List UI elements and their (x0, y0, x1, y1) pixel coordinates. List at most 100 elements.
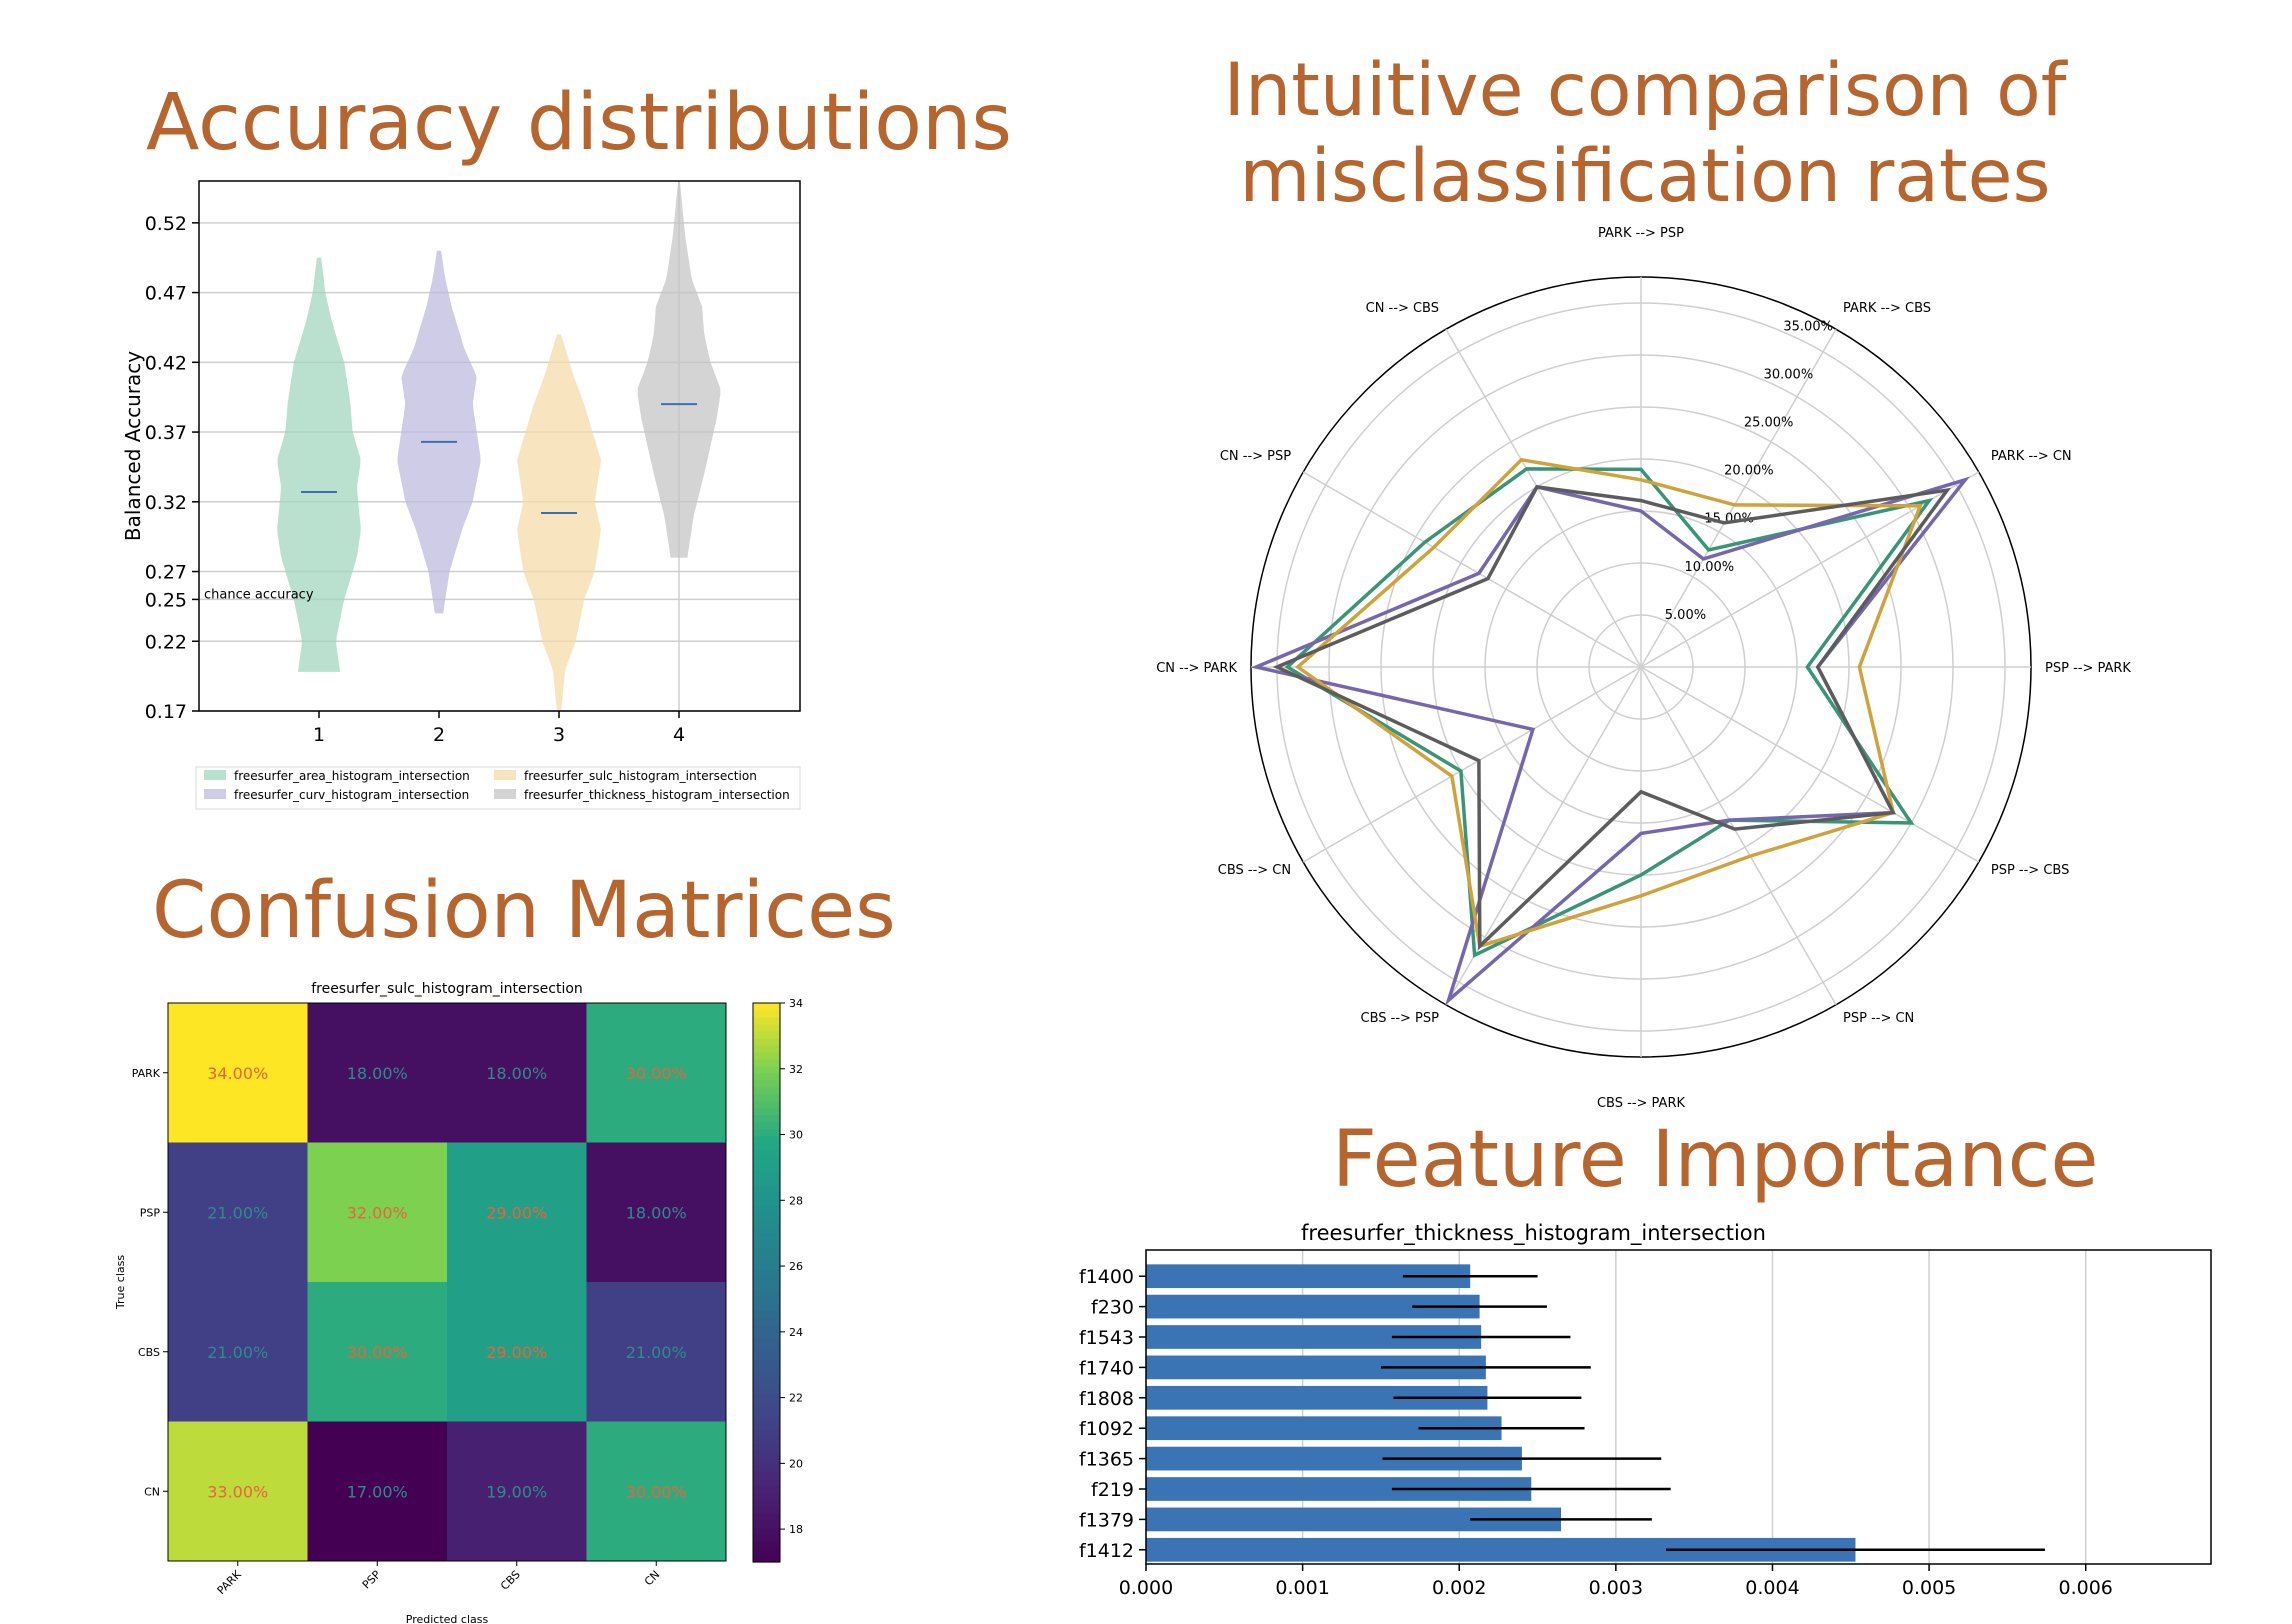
colorbar-segment (753, 1352, 780, 1360)
y-tick-label: f1543 (1079, 1327, 1134, 1349)
violin-body (397, 250, 481, 614)
colorbar-segment (753, 1044, 780, 1053)
axis-label: PSP --> CBS (1991, 863, 2070, 878)
spoke-line (1640, 666, 1980, 863)
colorbar-segment (753, 1394, 780, 1402)
matrix-cell (307, 1003, 448, 1143)
axis-label: CN --> PARK (1156, 661, 1237, 676)
colorbar-segment (753, 1205, 780, 1214)
colorbar-tick-label: 18 (789, 1523, 803, 1536)
colorbar-segment (753, 1471, 780, 1479)
colorbar-segment (753, 1191, 780, 1200)
colorbar-segment (753, 1541, 780, 1549)
cell-label: 30.00% (626, 1064, 687, 1083)
colorbar-segment (753, 1100, 780, 1109)
legend-label: freesurfer_curv_histogram_intersection (234, 788, 469, 802)
matrix-cell (447, 1282, 587, 1422)
colorbar-tick-label: 26 (789, 1260, 803, 1273)
colorbar-segment (753, 1135, 780, 1144)
colorbar-segment (753, 1003, 780, 1011)
colorbar-segment (753, 1492, 780, 1500)
cell-label: 30.00% (626, 1482, 687, 1501)
colorbar-segment (753, 1331, 780, 1339)
colorbar-segment (753, 1478, 780, 1486)
colorbar-segment (753, 1170, 780, 1179)
colorbar-segment (753, 1093, 780, 1102)
colorbar-segment (753, 1247, 780, 1256)
x-tick-label: 1 (313, 724, 325, 746)
y-tick-label: 0.42 (145, 352, 187, 374)
y-tick-label: 0.52 (145, 213, 187, 235)
bar (1146, 1294, 1480, 1319)
colorbar-segment (753, 1359, 780, 1367)
colorbar-segment (753, 1324, 780, 1333)
legend-label: freesurfer_sulc_histogram_intersection (524, 769, 757, 783)
axis-label: PARK --> CBS (1843, 301, 1931, 316)
y-tick-label: 0.47 (145, 283, 187, 305)
colorbar-segment (753, 1030, 780, 1039)
col-label: CBS (498, 1568, 523, 1593)
colorbar-segment (753, 1079, 780, 1088)
importance-heading: Feature Importance (1332, 1115, 2099, 1205)
x-axis-label: Predicted class (406, 1613, 489, 1624)
legend-swatch (494, 770, 516, 780)
x-tick-label: 0.001 (1275, 1577, 1329, 1599)
colorbar-segment (753, 1548, 780, 1556)
y-tick-label: 0.25 (145, 589, 187, 611)
bar (1146, 1355, 1486, 1380)
cell-label: 18.00% (486, 1064, 547, 1083)
radar-heading: Intuitive comparison of misclassificatio… (1223, 48, 2067, 219)
x-tick-label: 0.000 (1119, 1577, 1173, 1599)
colorbar-segment (753, 1422, 780, 1430)
colorbar-segment (753, 1009, 780, 1018)
colorbar-segment (753, 1219, 780, 1228)
y-tick-label: f1400 (1079, 1266, 1134, 1288)
colorbar-segment (753, 1345, 780, 1353)
bar (1146, 1416, 1502, 1441)
matrix-cell (168, 1421, 308, 1562)
x-tick-label: 0.005 (1902, 1577, 1956, 1599)
colorbar-segment (753, 1051, 780, 1060)
colorbar-segment (753, 1268, 780, 1277)
y-tick-label: f1365 (1079, 1449, 1134, 1471)
y-tick-label: 0.27 (145, 562, 187, 584)
bar (1146, 1446, 1522, 1471)
colorbar-segment (753, 1317, 780, 1326)
colorbar-segment (753, 1107, 780, 1116)
matrix-cell (447, 1142, 587, 1283)
y-tick-label: f1092 (1079, 1418, 1134, 1440)
colorbar-segment (753, 1303, 780, 1312)
radar-series (1250, 476, 1971, 1006)
axis-label: PARK --> CN (1991, 449, 2072, 464)
matrix-title: freesurfer_sulc_histogram_intersection (311, 981, 583, 997)
cell-label: 34.00% (207, 1064, 268, 1083)
axis-label: PARK --> PSP (1598, 226, 1684, 241)
radar-series (1284, 467, 1934, 958)
colorbar-segment (753, 1408, 780, 1416)
axis-label: PSP --> CN (1843, 1011, 1914, 1026)
colorbar-segment (753, 1380, 780, 1388)
colorbar-segment (753, 1401, 780, 1409)
cell-label: 29.00% (486, 1203, 547, 1222)
r-tick-label: 15.00% (1704, 512, 1754, 527)
colorbar-segment (753, 1023, 780, 1032)
colorbar-segment (753, 1506, 780, 1514)
y-tick-label: f1412 (1079, 1540, 1134, 1562)
axis-label: CN --> PSP (1220, 449, 1291, 464)
matrix-cell (168, 1142, 308, 1283)
radar-series (1272, 485, 1952, 951)
cell-label: 21.00% (207, 1343, 268, 1362)
legend-label: freesurfer_thickness_histogram_intersect… (524, 788, 790, 802)
y-tick-label: f1379 (1079, 1509, 1134, 1531)
r-tick-label: 20.00% (1724, 464, 1774, 479)
colorbar-segment (753, 1016, 780, 1025)
matrix-cell (586, 1421, 727, 1562)
colorbar-segment (753, 1373, 780, 1381)
legend-swatch (494, 789, 516, 799)
col-label: PSP (360, 1568, 384, 1592)
matrix-cell (447, 1003, 587, 1143)
y-tick-label: f230 (1091, 1297, 1134, 1319)
colorbar-segment (753, 1534, 780, 1542)
colorbar-segment (753, 1254, 780, 1263)
cell-label: 18.00% (347, 1064, 408, 1083)
